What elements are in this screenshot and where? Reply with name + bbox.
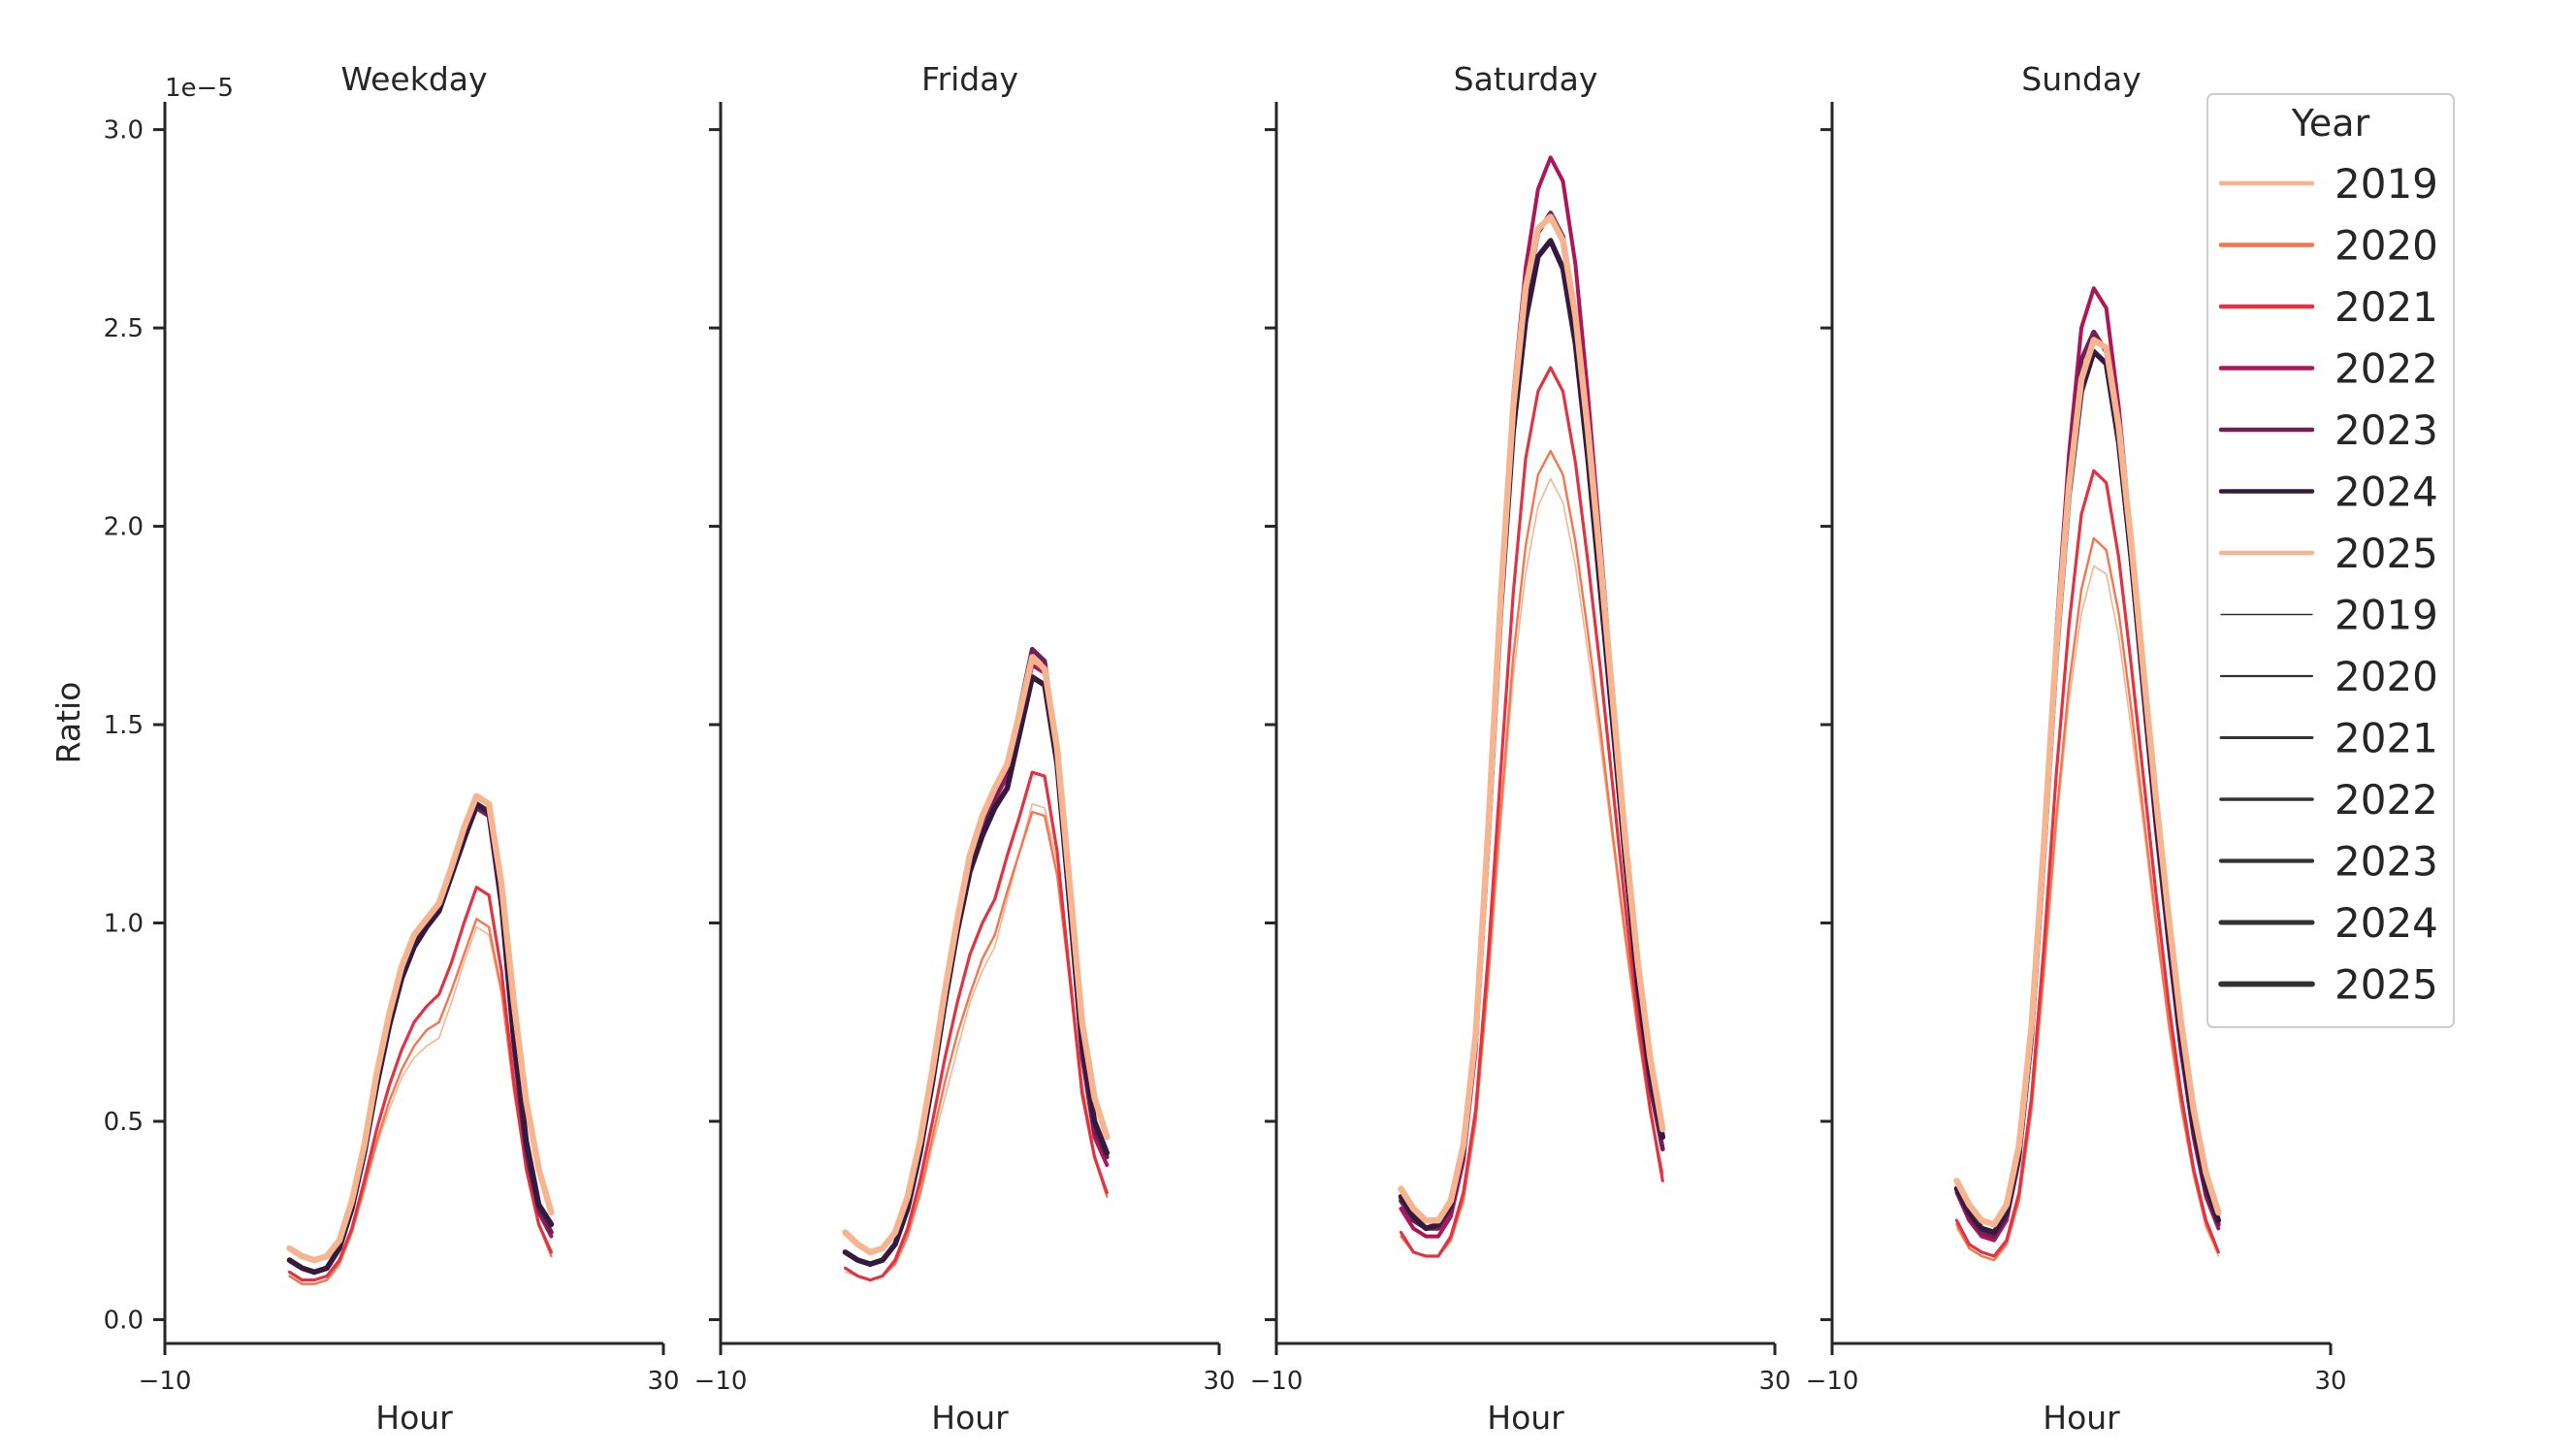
y-tick-label: 3.0 xyxy=(104,116,144,146)
legend-size-label: 2022 xyxy=(2334,776,2438,824)
x-tick-label: 30 xyxy=(1758,1367,1790,1396)
legend-hue-label: 2019 xyxy=(2334,160,2438,208)
panel-title: Sunday xyxy=(2021,60,2141,98)
y-tick-label: 1.5 xyxy=(104,711,144,740)
x-tick-label: −10 xyxy=(694,1367,748,1396)
y-tick-label: 2.0 xyxy=(104,513,144,542)
legend: Year 2019 2020 2021 2022 2023 2024 2025 2019 2020… xyxy=(2206,93,2455,1028)
series-line-2021 xyxy=(1954,469,2220,1258)
legend-hue-label: 2024 xyxy=(2334,469,2438,516)
series-line-2025 xyxy=(1398,213,1666,1224)
panel-title: Weekday xyxy=(340,60,487,98)
x-axis-label: Hour xyxy=(2043,1399,2120,1437)
panel-weekday: 0.0 0.5 1.0 1.5 2.0 2.5 3.0 −10 30 Hour Weekday xyxy=(104,60,680,1437)
y-tick-label: 0.0 xyxy=(104,1306,144,1335)
legend-size-label: 2021 xyxy=(2334,715,2438,762)
legend-title: Year xyxy=(2291,102,2370,145)
x-axis-label: Hour xyxy=(375,1399,453,1437)
series-line-2025 xyxy=(842,654,1111,1256)
legend-hue-label: 2023 xyxy=(2334,406,2438,454)
legend-frame xyxy=(2206,93,2455,1028)
panel-sunday: −10 30 Hour Sunday xyxy=(1806,60,2347,1437)
panel-title: Friday xyxy=(921,60,1018,98)
x-tick-label: −10 xyxy=(1250,1367,1304,1396)
series-line-2023 xyxy=(1399,210,1665,1231)
panel-title: Saturday xyxy=(1454,60,1598,98)
series-line-2025 xyxy=(1953,337,2222,1228)
legend-size-label: 2020 xyxy=(2334,653,2438,700)
x-tick-label: 30 xyxy=(2314,1367,2346,1396)
y-axis-label: Ratio xyxy=(49,682,87,764)
x-tick-label: 30 xyxy=(1203,1367,1235,1396)
x-tick-label: −10 xyxy=(1806,1367,1859,1396)
legend-size-label: 2025 xyxy=(2334,961,2438,1009)
y-tick-label: 1.0 xyxy=(104,910,144,939)
legend-size-label: 2023 xyxy=(2334,838,2438,886)
legend-hue-label: 2021 xyxy=(2334,283,2438,331)
series-line-2025 xyxy=(286,792,555,1264)
legend-hue-label: 2020 xyxy=(2334,222,2438,270)
legend-hue-label: 2022 xyxy=(2334,345,2438,393)
legend-size-label: 2019 xyxy=(2334,592,2438,639)
series-line-2020 xyxy=(1955,536,2220,1262)
legend-hue-label: 2025 xyxy=(2334,530,2438,577)
series-line-2021 xyxy=(1399,366,1664,1258)
x-tick-label: −10 xyxy=(139,1367,192,1396)
series-line-2022 xyxy=(1399,155,1665,1239)
series-line-2021 xyxy=(287,886,554,1282)
series-line-2024 xyxy=(1398,238,1666,1232)
series-line-2021 xyxy=(843,770,1109,1282)
y-tick-label: 0.5 xyxy=(104,1108,144,1137)
panel-saturday: −10 30 Hour Saturday xyxy=(1250,60,1791,1437)
panel-friday: −10 30 Hour Friday xyxy=(694,60,1236,1437)
x-tick-label: 30 xyxy=(647,1367,679,1396)
panels: 0.0 0.5 1.0 1.5 2.0 2.5 3.0 −10 30 Hour Weekday −10… xyxy=(104,60,2347,1437)
series-line-2019 xyxy=(1955,565,2220,1261)
y-scale-label: 1e−5 xyxy=(165,74,234,103)
x-axis-label: Hour xyxy=(931,1399,1009,1437)
y-tick-label: 2.5 xyxy=(104,314,144,343)
x-axis-label: Hour xyxy=(1487,1399,1564,1437)
legend-size-label: 2024 xyxy=(2334,899,2438,947)
